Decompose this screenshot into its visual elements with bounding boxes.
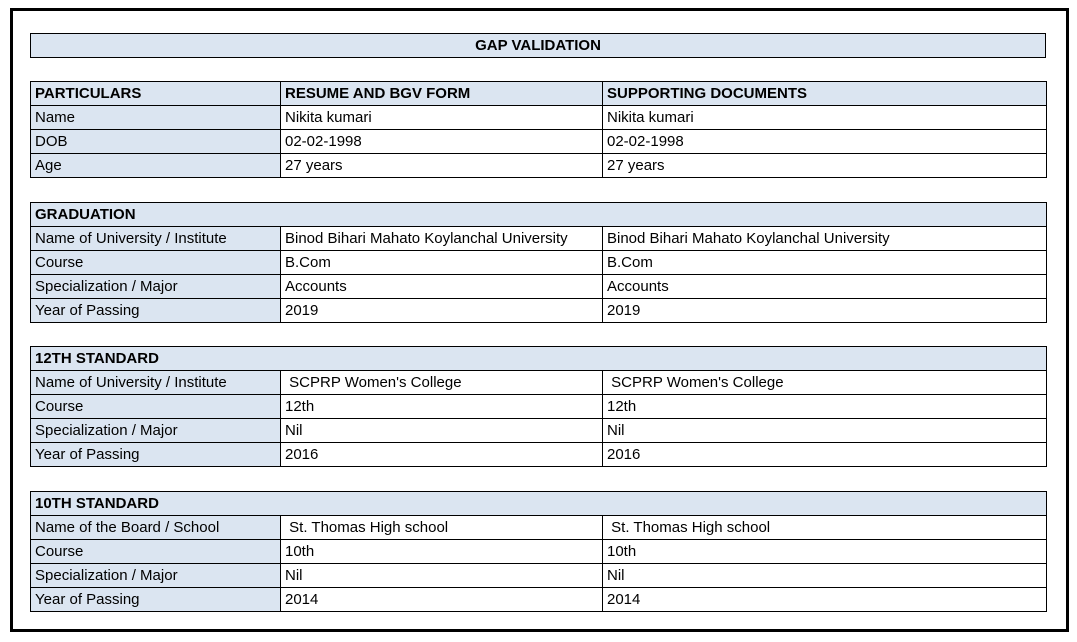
twelfth-standard-table: 12TH STANDARD Name of University / Insti…: [29, 346, 1048, 467]
row-label: Year of Passing: [30, 442, 281, 467]
row-label: Age: [30, 153, 281, 178]
supporting-value-cell: B.Com: [601, 250, 1048, 275]
supporting-value-cell: 2016: [601, 442, 1048, 467]
graduation-table: GRADUATION Name of University / Institut…: [29, 202, 1048, 323]
table-row-university: Name of University / Institute Binod Bih…: [30, 226, 1048, 251]
resume-value-cell: 2016: [280, 442, 603, 467]
resume-value-cell: 2019: [280, 298, 603, 323]
supporting-value-cell: Nikita kumari: [602, 105, 1047, 130]
resume-value-cell: 27 years: [280, 153, 603, 178]
table-row-specialization: Specialization / Major Accounts Accounts: [30, 274, 1048, 299]
table-row-course: Course 10th 10th: [30, 539, 1048, 564]
table-row-year-of-passing: Year of Passing 2014 2014: [30, 587, 1048, 612]
row-label: Specialization / Major: [30, 418, 281, 443]
resume-value-cell: 12th: [280, 394, 603, 419]
table-row-specialization: Specialization / Major Nil Nil: [30, 563, 1048, 588]
resume-value-cell: St. Thomas High school: [280, 515, 603, 540]
resume-value-cell: Nikita kumari: [280, 105, 603, 130]
row-label: Name of University / Institute: [30, 226, 281, 251]
section-header-row: 10TH STANDARD: [29, 491, 1048, 516]
row-label: Specialization / Major: [30, 563, 281, 588]
row-label: Year of Passing: [30, 298, 281, 323]
row-label: Name of University / Institute: [30, 370, 281, 395]
resume-value-cell: Accounts: [280, 274, 603, 299]
supporting-value-cell: 2019: [601, 298, 1048, 323]
supporting-value-cell: Accounts: [601, 274, 1048, 299]
resume-value-cell: Binod Bihari Mahato Koylanchal Universit…: [280, 226, 603, 251]
supporting-value-cell: 12th: [601, 394, 1048, 419]
page-title: GAP VALIDATION: [475, 37, 601, 54]
table-row-course: Course 12th 12th: [30, 394, 1048, 419]
section-header-row: 12TH STANDARD: [29, 346, 1048, 371]
section-title-12th-standard: 12TH STANDARD: [29, 346, 1048, 371]
resume-value-cell: B.Com: [280, 250, 603, 275]
table-row-dob: DOB 02-02-1998 02-02-1998: [30, 129, 1047, 154]
table-row-course: Course B.Com B.Com: [30, 250, 1048, 275]
resume-value-cell: Nil: [280, 563, 603, 588]
table-row-specialization: Specialization / Major Nil Nil: [30, 418, 1048, 443]
supporting-value-cell: 10th: [601, 539, 1048, 564]
table-row-year-of-passing: Year of Passing 2019 2019: [30, 298, 1048, 323]
section-title-graduation: GRADUATION: [29, 202, 1048, 227]
row-label: Course: [30, 250, 281, 275]
table-row-name: Name Nikita kumari Nikita kumari: [30, 105, 1047, 130]
table-row-age: Age 27 years 27 years: [30, 153, 1047, 178]
resume-value-cell: SCPRP Women's College: [280, 370, 603, 395]
row-label: DOB: [30, 129, 281, 154]
particulars-header-row: PARTICULARS RESUME AND BGV FORM SUPPORTI…: [30, 81, 1047, 106]
row-label: Specialization / Major: [30, 274, 281, 299]
resume-value-cell: 02-02-1998: [280, 129, 603, 154]
tenth-standard-table: 10TH STANDARD Name of the Board / School…: [29, 491, 1048, 612]
row-label: Course: [30, 539, 281, 564]
column-header-particulars: PARTICULARS: [30, 81, 281, 106]
supporting-value-cell: 27 years: [602, 153, 1047, 178]
supporting-value-cell: Nil: [601, 563, 1048, 588]
row-label: Name of the Board / School: [30, 515, 281, 540]
column-header-resume-bgv: RESUME AND BGV FORM: [280, 81, 603, 106]
supporting-value-cell: Binod Bihari Mahato Koylanchal Universit…: [601, 226, 1048, 251]
supporting-value-cell: SCPRP Women's College: [601, 370, 1048, 395]
supporting-value-cell: 02-02-1998: [602, 129, 1047, 154]
resume-value-cell: Nil: [280, 418, 603, 443]
table-row-board-school: Name of the Board / School St. Thomas Hi…: [30, 515, 1048, 540]
table-row-year-of-passing: Year of Passing 2016 2016: [30, 442, 1048, 467]
supporting-value-cell: 2014: [601, 587, 1048, 612]
row-label: Name: [30, 105, 281, 130]
table-row-university: Name of University / Institute SCPRP Wom…: [30, 370, 1048, 395]
column-header-supporting-docs: SUPPORTING DOCUMENTS: [602, 81, 1047, 106]
section-title-10th-standard: 10TH STANDARD: [29, 491, 1048, 516]
section-header-row: GRADUATION: [29, 202, 1048, 227]
resume-value-cell: 10th: [280, 539, 603, 564]
particulars-table: PARTICULARS RESUME AND BGV FORM SUPPORTI…: [30, 81, 1047, 178]
supporting-value-cell: Nil: [601, 418, 1048, 443]
supporting-value-cell: St. Thomas High school: [601, 515, 1048, 540]
resume-value-cell: 2014: [280, 587, 603, 612]
row-label: Year of Passing: [30, 587, 281, 612]
row-label: Course: [30, 394, 281, 419]
title-bar: GAP VALIDATION: [30, 33, 1046, 58]
